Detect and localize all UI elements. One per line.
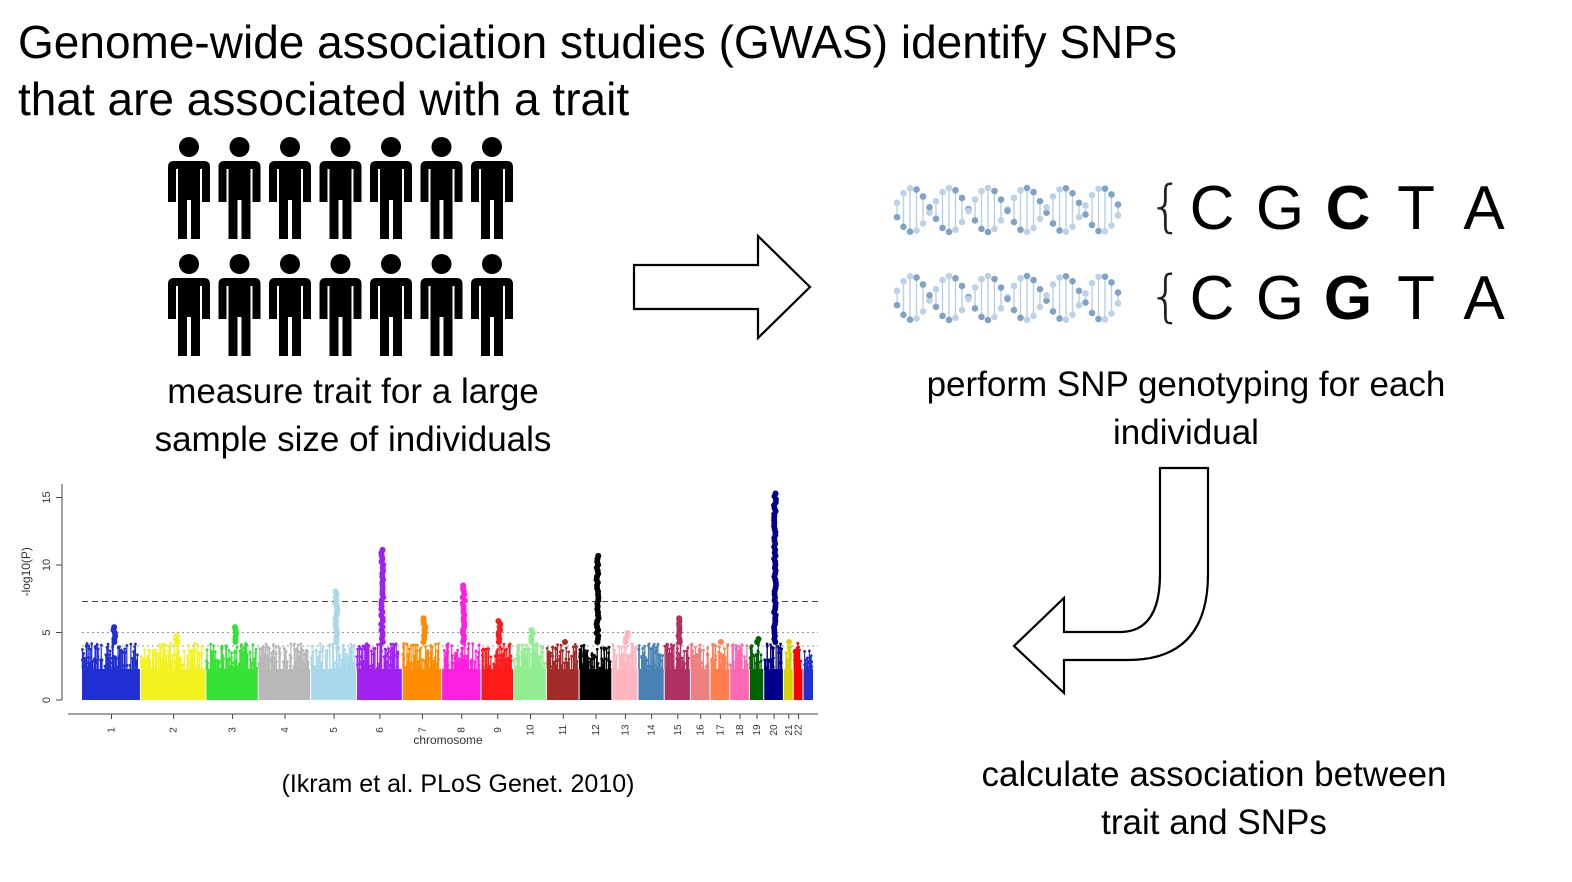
right-arrow-icon: [632, 233, 812, 341]
y-tick-label: 0: [41, 697, 53, 703]
x-tick-label: 20: [769, 724, 780, 736]
person-icon: [218, 254, 261, 356]
x-tick-label: 3: [228, 727, 239, 733]
person-icon: [218, 137, 261, 239]
slide-title-line-2: that are associated with a trait: [18, 73, 630, 125]
x-tick-label: 8: [457, 727, 468, 733]
nucleotide-base: C: [1189, 264, 1235, 333]
chromosome-extra: [803, 649, 814, 700]
x-tick-label: 18: [735, 724, 746, 736]
chromosome-15: [663, 615, 690, 700]
x-tick-label: 9: [493, 727, 504, 733]
curved-down-left-arrow-icon: [1012, 466, 1210, 696]
dna-strand-1: [893, 184, 1122, 236]
chromosome-10: [512, 627, 547, 700]
chromosome-9: [480, 618, 514, 700]
sequence-brace-2: {: [1148, 264, 1184, 329]
person-icon: [370, 137, 412, 239]
person-icon: [420, 137, 463, 239]
chromosome-8: [442, 582, 481, 700]
step1-caption-line-2: sample size of individuals: [154, 420, 552, 459]
x-tick-label: 2: [169, 727, 180, 733]
nucleotide-base: C: [1189, 174, 1235, 243]
chromosome-6: [355, 546, 402, 700]
y-tick-label: 15: [41, 491, 53, 503]
person-icon: [269, 137, 311, 239]
x-tick-label: 17: [715, 724, 726, 736]
chromosome-11: [545, 638, 579, 700]
person-icon: [269, 254, 311, 356]
chromosome-19: [748, 635, 764, 700]
sequence-brace-1: {: [1148, 174, 1184, 239]
person-icon: [168, 137, 210, 239]
x-tick-label: 22: [794, 724, 805, 736]
x-tick-label: 1: [106, 727, 117, 733]
chromosome-2: [139, 633, 206, 700]
chromosome-16: [689, 642, 710, 700]
x-tick-label: 19: [752, 724, 763, 736]
slide-title-line-1: Genome-wide association studies (GWAS) i…: [18, 16, 1177, 68]
x-tick-label: 13: [620, 724, 631, 736]
step2-caption-line-1: perform SNP genotyping for each: [926, 365, 1446, 404]
nucleotide-base: A: [1463, 174, 1505, 243]
chromosome-4: [257, 642, 311, 700]
y-tick-label: 10: [41, 559, 53, 571]
people-icon: [168, 137, 513, 356]
citation: (Ikram et al. PLoS Genet. 2010): [281, 770, 635, 798]
step3-caption-line-1: calculate association between: [981, 755, 1447, 794]
step3-caption-line-2: trait and SNPs: [1101, 803, 1327, 842]
dna-strand-2: [893, 272, 1122, 324]
x-tick-label: 5: [329, 727, 340, 733]
x-tick-label: 11: [558, 724, 569, 735]
step1-caption: measure trait for a large sample size of…: [103, 368, 603, 464]
step3-caption: calculate association between trait and …: [914, 751, 1514, 847]
chromosome-20: [763, 490, 784, 700]
nucleotide-base: T: [1397, 174, 1435, 243]
person-icon: [420, 254, 463, 356]
chromosome-13: [611, 630, 638, 700]
nucleotide-base: T: [1397, 264, 1435, 333]
x-tick-label: 12: [591, 724, 602, 736]
chromosome-22: [792, 641, 803, 700]
chromosome-12: [578, 552, 612, 700]
nucleotide-base: C: [1325, 174, 1371, 243]
chromosome-21: [783, 638, 793, 700]
chromosome-7: [401, 615, 442, 700]
slide-title: Genome-wide association studies (GWAS) i…: [18, 14, 1177, 128]
person-icon: [168, 254, 210, 356]
step2-caption: perform SNP genotyping for each individu…: [886, 361, 1486, 457]
x-tick-label: 14: [647, 724, 658, 736]
person-icon: [319, 254, 362, 356]
y-tick-label: 5: [41, 629, 53, 635]
x-tick-label: 7: [417, 727, 428, 733]
x-tick-label: 10: [525, 724, 536, 736]
step1-caption-line-1: measure trait for a large: [167, 372, 539, 411]
person-icon: [471, 137, 513, 239]
x-axis-label: chromosome: [413, 733, 483, 747]
nucleotide-base: A: [1463, 264, 1505, 333]
x-tick-label: 6: [375, 727, 386, 733]
chromosome-3: [205, 624, 259, 700]
nucleotide-base: G: [1255, 174, 1305, 243]
dna-helix-icon: [893, 184, 1122, 324]
y-axis-label: -log10(P): [19, 547, 33, 596]
nucleotide-base: G: [1323, 264, 1373, 333]
chromosome-18: [729, 643, 749, 700]
chromosome-1: [80, 624, 140, 700]
person-icon: [471, 254, 513, 356]
x-tick-label: 16: [696, 724, 707, 736]
chromosome-5: [310, 588, 356, 700]
x-tick-label: 21: [784, 724, 795, 736]
x-tick-label: 15: [673, 724, 684, 736]
person-icon: [370, 254, 412, 356]
nucleotide-base: G: [1255, 264, 1305, 333]
x-tick-label: 4: [280, 727, 291, 733]
person-icon: [319, 137, 362, 239]
step2-caption-line-2: individual: [1113, 413, 1259, 452]
chromosome-17: [710, 638, 730, 700]
chromosome-14: [637, 642, 665, 700]
